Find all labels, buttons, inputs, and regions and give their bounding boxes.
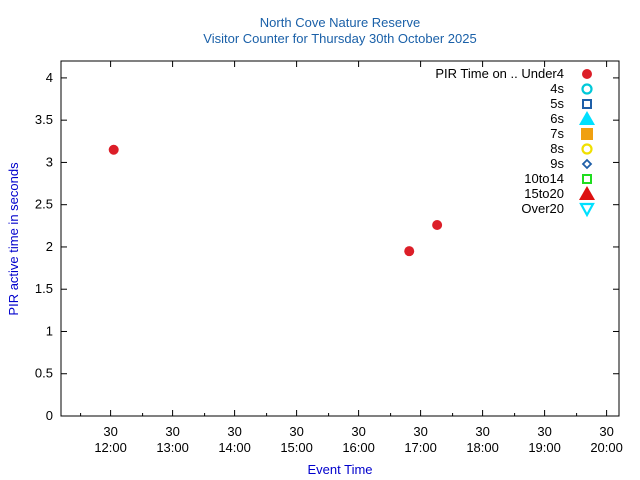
y-axis: 0 0.5 1 1.5 2 2.5 3 3.5 4 (35, 70, 619, 423)
legend-label: 9s (550, 156, 564, 171)
legend-label: 6s (550, 111, 564, 126)
legend-label: Over20 (521, 201, 564, 216)
x-tick-label: 12:00 (94, 440, 127, 455)
x-tick-label: 14:00 (218, 440, 251, 455)
legend-marker (582, 174, 592, 184)
plot-border (60, 60, 620, 417)
x-tick-label: 20:00 (590, 440, 623, 455)
y-axis-label: PIR active time in seconds (6, 162, 21, 316)
x-tick-label-top: 30 (537, 424, 551, 439)
legend-label: PIR Time on .. Under4 (435, 66, 564, 81)
legend-marker (582, 69, 592, 79)
x-tick-label: 13:00 (156, 440, 189, 455)
legend-marker (579, 186, 595, 200)
data-point (108, 144, 119, 155)
x-tick-label-top: 30 (351, 424, 365, 439)
legend-marker (579, 111, 595, 125)
y-tick-label: 3.5 (35, 112, 53, 127)
x-tick-label-top: 30 (103, 424, 117, 439)
legend-marker (582, 99, 592, 109)
legend-label: 8s (550, 141, 564, 156)
x-tick-label: 17:00 (404, 440, 437, 455)
data-point (432, 219, 443, 230)
y-tick-label: 2 (46, 239, 53, 254)
chart-subtitle: Visitor Counter for Thursday 30th Octobe… (203, 31, 476, 46)
y-tick-label: 1.5 (35, 281, 53, 296)
y-tick-label: 3 (46, 154, 53, 169)
x-tick-label: 18:00 (466, 440, 499, 455)
legend-label: 10to14 (524, 171, 564, 186)
y-tick-label: 4 (46, 70, 53, 85)
legend-label: 7s (550, 126, 564, 141)
x-tick-label: 15:00 (280, 440, 313, 455)
legend-marker (579, 202, 595, 218)
y-tick-label: 0.5 (35, 366, 53, 381)
legend-marker (581, 158, 593, 170)
data-points (108, 144, 443, 257)
legend-label: 5s (550, 96, 564, 111)
x-axis: 3012:003013:003014:003015:003016:003017:… (80, 61, 623, 455)
y-tick-label: 0 (46, 408, 53, 423)
x-tick-label: 19:00 (528, 440, 561, 455)
y-tick-label: 2.5 (35, 197, 53, 212)
x-tick-label-top: 30 (599, 424, 613, 439)
x-tick-label-top: 30 (227, 424, 241, 439)
x-tick-label: 16:00 (342, 440, 375, 455)
legend-marker (581, 83, 593, 95)
chart-title: North Cove Nature Reserve (260, 15, 420, 30)
data-point (404, 246, 415, 257)
x-tick-label-top: 30 (165, 424, 179, 439)
legend-marker (581, 143, 593, 155)
x-tick-label-top: 30 (289, 424, 303, 439)
legend: PIR Time on .. Under44s5s6s7s8s9s10to141… (435, 66, 595, 218)
x-tick-label-top: 30 (413, 424, 427, 439)
x-axis-label: Event Time (307, 462, 372, 477)
legend-label: 15to20 (524, 186, 564, 201)
legend-label: 4s (550, 81, 564, 96)
legend-marker (581, 128, 593, 140)
y-tick-label: 1 (46, 323, 53, 338)
x-tick-label-top: 30 (475, 424, 489, 439)
